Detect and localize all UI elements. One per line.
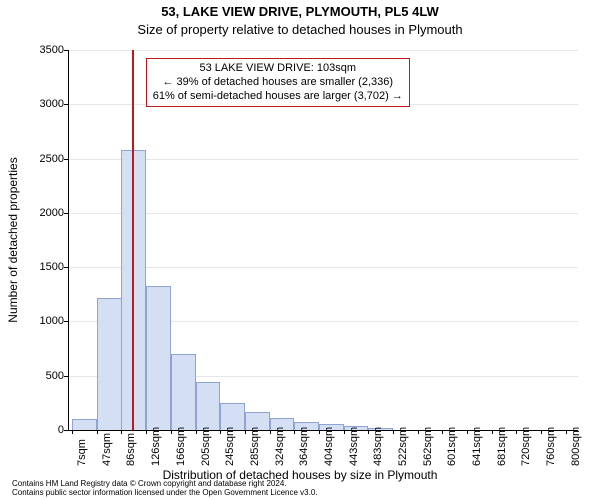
x-tick-mark: [72, 430, 73, 434]
x-tick-label: 364sqm: [298, 427, 310, 466]
x-tick-label: 404sqm: [323, 427, 335, 466]
x-tick-label: 800sqm: [570, 427, 582, 466]
x-tick-mark: [393, 430, 394, 434]
y-tick-mark: [64, 267, 68, 268]
x-tick-label: 601sqm: [446, 427, 458, 466]
histogram-bar: [171, 354, 196, 430]
y-tick-label: 3000: [24, 98, 64, 110]
plot-area: 53 LAKE VIEW DRIVE: 103sqm← 39% of detac…: [68, 50, 578, 430]
x-tick-label: 126sqm: [150, 427, 162, 466]
histogram-bar: [146, 286, 171, 430]
x-tick-mark: [442, 430, 443, 434]
x-tick-label: 86sqm: [125, 433, 137, 466]
annotation-box: 53 LAKE VIEW DRIVE: 103sqm← 39% of detac…: [146, 58, 410, 107]
y-tick-label: 2500: [24, 153, 64, 165]
x-tick-label: 720sqm: [520, 427, 532, 466]
y-tick-mark: [64, 104, 68, 105]
x-tick-mark: [220, 430, 221, 434]
histogram-bar: [72, 419, 97, 430]
x-tick-mark: [319, 430, 320, 434]
x-tick-mark: [245, 430, 246, 434]
x-tick-mark: [196, 430, 197, 434]
x-tick-mark: [97, 430, 98, 434]
histogram-bar: [196, 382, 221, 430]
y-tick-mark: [64, 430, 68, 431]
x-tick-label: 562sqm: [422, 427, 434, 466]
x-tick-mark: [121, 430, 122, 434]
x-tick-label: 47sqm: [101, 433, 113, 466]
y-tick-mark: [64, 50, 68, 51]
x-tick-mark: [492, 430, 493, 434]
x-tick-label: 7sqm: [76, 439, 88, 466]
x-tick-label: 285sqm: [249, 427, 261, 466]
x-tick-mark: [516, 430, 517, 434]
histogram-bar: [97, 298, 122, 430]
x-tick-mark: [566, 430, 567, 434]
x-tick-label: 681sqm: [496, 427, 508, 466]
y-tick-mark: [64, 321, 68, 322]
y-axis-label: Number of detached properties: [6, 157, 20, 322]
x-tick-mark: [171, 430, 172, 434]
x-tick-label: 483sqm: [372, 427, 384, 466]
y-tick-label: 2000: [24, 207, 64, 219]
x-tick-label: 443sqm: [348, 427, 360, 466]
property-marker-line: [132, 50, 134, 430]
x-tick-label: 205sqm: [200, 427, 212, 466]
chart-title: 53, LAKE VIEW DRIVE, PLYMOUTH, PL5 4LW: [0, 4, 600, 19]
chart-container: 53, LAKE VIEW DRIVE, PLYMOUTH, PL5 4LW S…: [0, 0, 600, 500]
y-axis-line: [68, 50, 69, 430]
x-tick-mark: [467, 430, 468, 434]
x-tick-mark: [270, 430, 271, 434]
y-tick-label: 0: [24, 424, 64, 436]
x-tick-label: 166sqm: [175, 427, 187, 466]
x-tick-label: 522sqm: [397, 427, 409, 466]
licence-notice: Contains HM Land Registry data © Crown c…: [12, 479, 318, 498]
x-tick-mark: [368, 430, 369, 434]
annotation-line: ← 39% of detached houses are smaller (2,…: [153, 76, 403, 90]
x-tick-mark: [541, 430, 542, 434]
y-tick-mark: [64, 376, 68, 377]
x-tick-label: 324sqm: [274, 427, 286, 466]
licence-line-1: Contains HM Land Registry data © Crown c…: [12, 479, 318, 489]
gridline: [68, 50, 578, 51]
y-tick-mark: [64, 213, 68, 214]
x-tick-label: 641sqm: [471, 427, 483, 466]
x-tick-label: 760sqm: [545, 427, 557, 466]
x-tick-mark: [294, 430, 295, 434]
x-tick-mark: [418, 430, 419, 434]
y-tick-label: 3500: [24, 44, 64, 56]
x-tick-mark: [146, 430, 147, 434]
y-tick-label: 500: [24, 370, 64, 382]
chart-subtitle: Size of property relative to detached ho…: [0, 22, 600, 37]
annotation-line: 53 LAKE VIEW DRIVE: 103sqm: [153, 62, 403, 76]
x-tick-label: 245sqm: [224, 427, 236, 466]
y-tick-mark: [64, 159, 68, 160]
annotation-line: 61% of semi-detached houses are larger (…: [153, 90, 403, 104]
licence-line-2: Contains public sector information licen…: [12, 488, 318, 498]
y-tick-label: 1000: [24, 315, 64, 327]
y-tick-label: 1500: [24, 261, 64, 273]
x-tick-mark: [344, 430, 345, 434]
